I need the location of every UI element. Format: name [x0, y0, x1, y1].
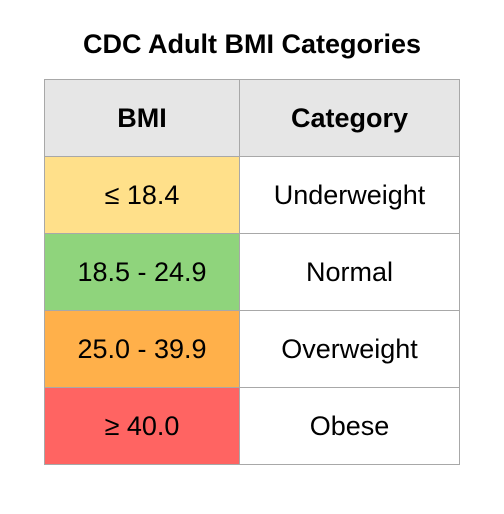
table-header-row: BMI Category [44, 79, 460, 157]
table-row: 18.5 - 24.9 Normal [44, 233, 460, 311]
category-cell: Underweight [239, 156, 460, 234]
bmi-range-cell: ≤ 18.4 [44, 156, 240, 234]
header-bmi: BMI [44, 79, 240, 157]
bmi-range-cell: 18.5 - 24.9 [44, 233, 240, 311]
table-row: ≤ 18.4 Underweight [44, 156, 460, 234]
table-row: 25.0 - 39.9 Overweight [44, 310, 460, 388]
header-category: Category [239, 79, 460, 157]
table-row: ≥ 40.0 Obese [44, 387, 460, 465]
bmi-range-cell: 25.0 - 39.9 [44, 310, 240, 388]
category-cell: Normal [239, 233, 460, 311]
bmi-range-cell: ≥ 40.0 [44, 387, 240, 465]
category-cell: Overweight [239, 310, 460, 388]
bmi-table: BMI Category ≤ 18.4 Underweight 18.5 - 2… [44, 79, 460, 465]
category-cell: Obese [239, 387, 460, 465]
page-title: CDC Adult BMI Categories [82, 29, 421, 59]
